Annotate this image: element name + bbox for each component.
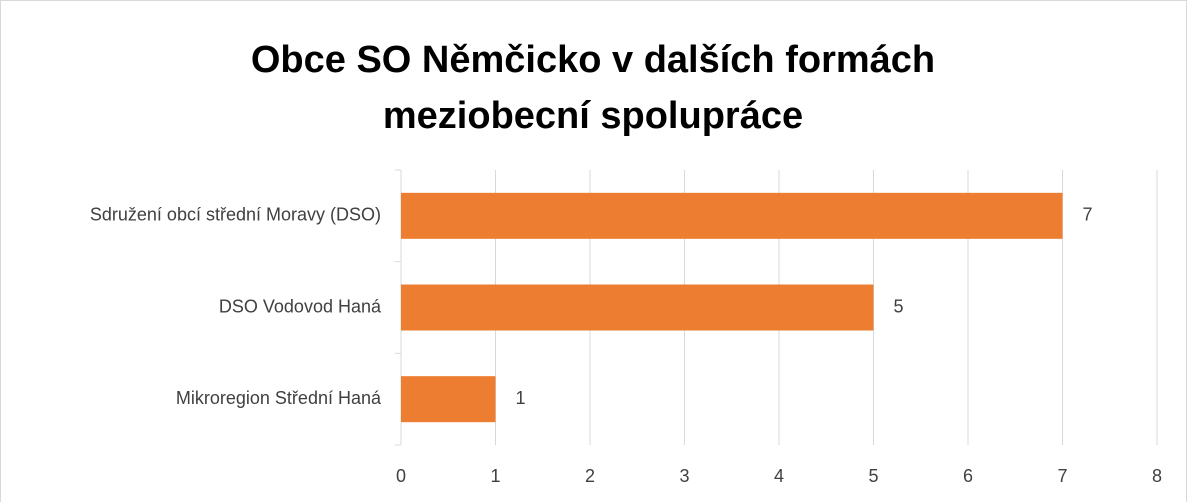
x-tick-label: 2 [585, 466, 595, 486]
data-label: 7 [1083, 205, 1093, 225]
x-tick-label: 3 [679, 466, 689, 486]
bar [401, 284, 874, 331]
data-label: 1 [516, 388, 526, 408]
bar [401, 192, 1063, 239]
data-label: 5 [894, 296, 904, 316]
bar [401, 376, 496, 423]
x-tick-label: 1 [490, 466, 500, 486]
x-tick-label: 4 [774, 466, 784, 486]
x-tick-label: 6 [963, 466, 973, 486]
y-tick-label: Mikroregion Střední Haná [176, 388, 382, 408]
x-tick-label: 7 [1057, 466, 1067, 486]
chart-title: Obce SO Němčicko v dalších formách mezio… [250, 39, 936, 137]
y-tick-label: Sdružení obcí střední Moravy (DSO) [90, 205, 381, 225]
y-tick-label: DSO Vodovod Haná [219, 296, 382, 316]
x-tick-label: 5 [868, 466, 878, 486]
x-tick-label: 8 [1152, 466, 1162, 486]
x-tick-label: 0 [396, 466, 406, 486]
